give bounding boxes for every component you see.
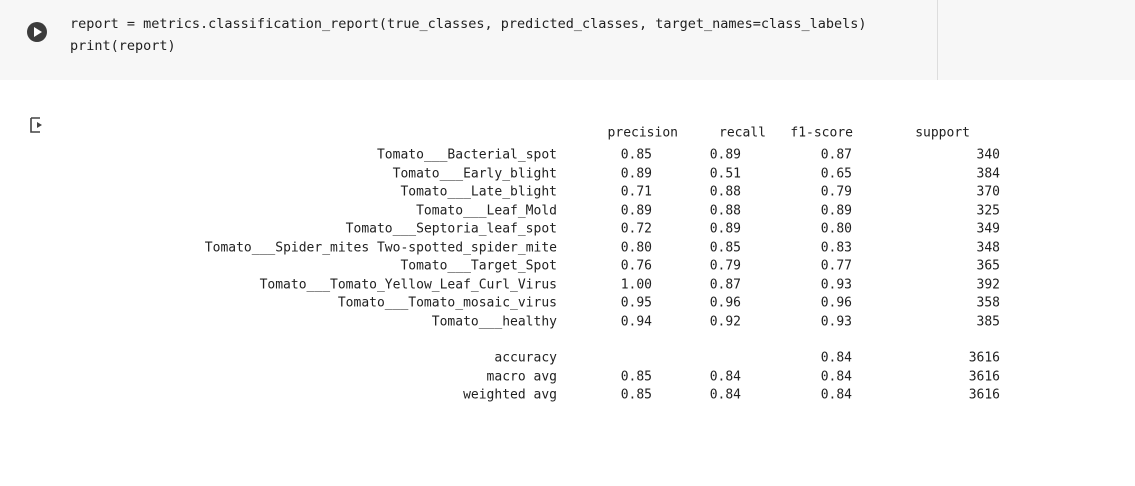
cell: 0.80: [620, 240, 652, 255]
output: precision recall f1-score support Tomato___B…: [0, 80, 1135, 486]
cell: 340: [976, 147, 1000, 163]
cell: 348: [976, 240, 1000, 255]
code-line: print(report): [70, 38, 176, 54]
code-line: report = metrics.classification_report(t…: [70, 16, 867, 32]
column-header: support: [915, 125, 970, 141]
cell: 325: [976, 203, 1000, 218]
row-label: Tomato___Leaf_Mold: [416, 203, 557, 218]
cell: 0.87: [820, 147, 852, 163]
run-button[interactable]: [26, 21, 48, 43]
cell: 1.00: [620, 277, 652, 292]
column-header: precision: [607, 125, 678, 141]
row-label: Tomato___Spider_mites Two-spotted_spider…: [204, 240, 557, 255]
cell: 0.95: [620, 295, 652, 311]
cell: 0.89: [709, 147, 741, 163]
code-cell: report = metrics.classification_report(t…: [0, 0, 1135, 80]
row-label: accuracy: [494, 350, 557, 366]
row-label: Tomato___Bacterial_spot: [376, 147, 557, 163]
cell: 0.79: [709, 258, 741, 274]
cell: 0.71: [620, 184, 652, 200]
cell: 0.72: [620, 221, 652, 237]
row-label: Tomato___Septoria_leaf_spot: [345, 221, 557, 237]
cell: 0.77: [820, 258, 852, 274]
cell: 0.84: [820, 369, 852, 384]
cell: 349: [976, 221, 1000, 237]
cell: 0.84: [820, 387, 852, 403]
ruler: [937, 0, 938, 80]
cell: 384: [976, 166, 1000, 181]
cell: 0.84: [709, 369, 741, 384]
cell: 0.85: [620, 369, 652, 384]
cell: 0.93: [820, 314, 852, 329]
cell: 0.83: [820, 240, 852, 255]
cell: 0.96: [820, 295, 852, 311]
cell: 0.85: [620, 147, 652, 163]
row-label: Tomato___Tomato_Yellow_Leaf_Curl_Virus: [259, 277, 557, 292]
cell: 0.84: [709, 387, 741, 403]
cell: 3616: [968, 387, 1000, 403]
cell: 0.65: [820, 166, 852, 181]
cell: 0.89: [709, 221, 741, 237]
cell: 0.51: [709, 166, 741, 181]
cell: 0.85: [709, 240, 741, 255]
cell: 0.96: [709, 295, 741, 311]
cell: 385: [976, 314, 1000, 329]
cell: 0.89: [820, 203, 852, 218]
cell: 0.80: [820, 221, 852, 237]
cell: 0.88: [709, 184, 741, 200]
cell: 0.89: [620, 203, 652, 218]
cell: 0.94: [620, 314, 652, 329]
cell: 3616: [968, 350, 1000, 366]
cell: 358: [976, 295, 1000, 311]
cell: 0.93: [820, 277, 852, 292]
cell: 0.79: [820, 184, 852, 200]
output-icon[interactable]: [28, 116, 46, 134]
cell: 365: [976, 258, 1000, 274]
cell: 0.85: [620, 387, 652, 403]
cell: 3616: [968, 369, 1000, 384]
cell: 392: [976, 277, 1000, 292]
cell: 370: [976, 184, 1000, 200]
column-header: f1-score: [790, 125, 853, 141]
row-label: Tomato___Early_blight: [392, 166, 557, 181]
column-header: recall: [719, 125, 766, 141]
row-label: Tomato___Late_blight: [400, 184, 557, 200]
row-label: weighted avg: [463, 387, 557, 403]
row-label: Tomato___healthy: [431, 314, 557, 329]
row-label: Tomato___Target_Spot: [400, 258, 557, 274]
row-label: macro avg: [486, 369, 557, 384]
cell: 0.88: [709, 203, 741, 218]
cell: 0.87: [709, 277, 741, 292]
cell: 0.89: [620, 166, 652, 181]
cell: 0.84: [820, 350, 852, 366]
row-label: Tomato___Tomato_mosaic_virus: [337, 295, 557, 311]
cell: 0.76: [620, 258, 652, 274]
cell: 0.92: [709, 314, 741, 329]
